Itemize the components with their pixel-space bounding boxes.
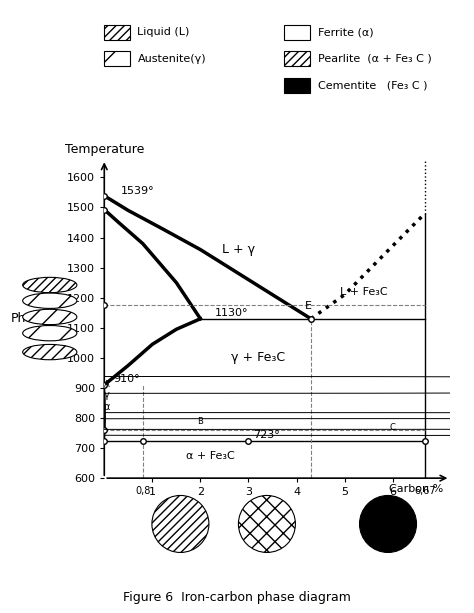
Text: A: A	[104, 381, 110, 389]
Text: E: E	[305, 301, 312, 311]
Text: Phases: Phases	[10, 312, 54, 326]
Text: L + Fe₃C: L + Fe₃C	[340, 287, 388, 297]
Text: Ferrite (α): Ferrite (α)	[318, 27, 373, 37]
FancyBboxPatch shape	[284, 25, 310, 40]
Ellipse shape	[23, 345, 77, 360]
Text: Cementite   (Fe₃ C ): Cementite (Fe₃ C )	[318, 80, 427, 90]
Text: C: C	[390, 422, 396, 432]
Text: L + γ: L + γ	[222, 243, 255, 256]
Text: α: α	[104, 403, 110, 413]
Text: 1130°: 1130°	[215, 308, 248, 318]
Text: Figure 6  Iron-carbon phase diagram: Figure 6 Iron-carbon phase diagram	[123, 591, 351, 604]
Text: Liquid (L): Liquid (L)	[137, 27, 190, 37]
Ellipse shape	[238, 495, 295, 552]
Ellipse shape	[359, 495, 417, 552]
Text: γ + Fe₃C: γ + Fe₃C	[231, 351, 285, 364]
Text: γ: γ	[104, 389, 110, 400]
Ellipse shape	[152, 495, 209, 552]
Ellipse shape	[23, 326, 77, 341]
Text: 723°: 723°	[253, 430, 280, 440]
Text: 1539°: 1539°	[121, 186, 155, 196]
Text: Austenite(γ): Austenite(γ)	[137, 54, 206, 64]
Text: 910°: 910°	[113, 374, 139, 384]
Text: α + Fe₃C: α + Fe₃C	[186, 452, 234, 462]
Text: Pearlite  (α + Fe₃ C ): Pearlite (α + Fe₃ C )	[318, 54, 431, 64]
FancyBboxPatch shape	[104, 51, 130, 66]
FancyBboxPatch shape	[104, 25, 130, 40]
Ellipse shape	[23, 310, 77, 325]
Ellipse shape	[23, 277, 77, 292]
Text: Carbon %: Carbon %	[389, 484, 443, 494]
Text: 6,67: 6,67	[414, 485, 436, 496]
Text: B: B	[198, 416, 203, 425]
Text: 0,8: 0,8	[135, 485, 150, 496]
FancyBboxPatch shape	[284, 78, 310, 93]
Text: Temperature: Temperature	[64, 143, 144, 156]
FancyBboxPatch shape	[284, 51, 310, 66]
Ellipse shape	[23, 293, 77, 308]
